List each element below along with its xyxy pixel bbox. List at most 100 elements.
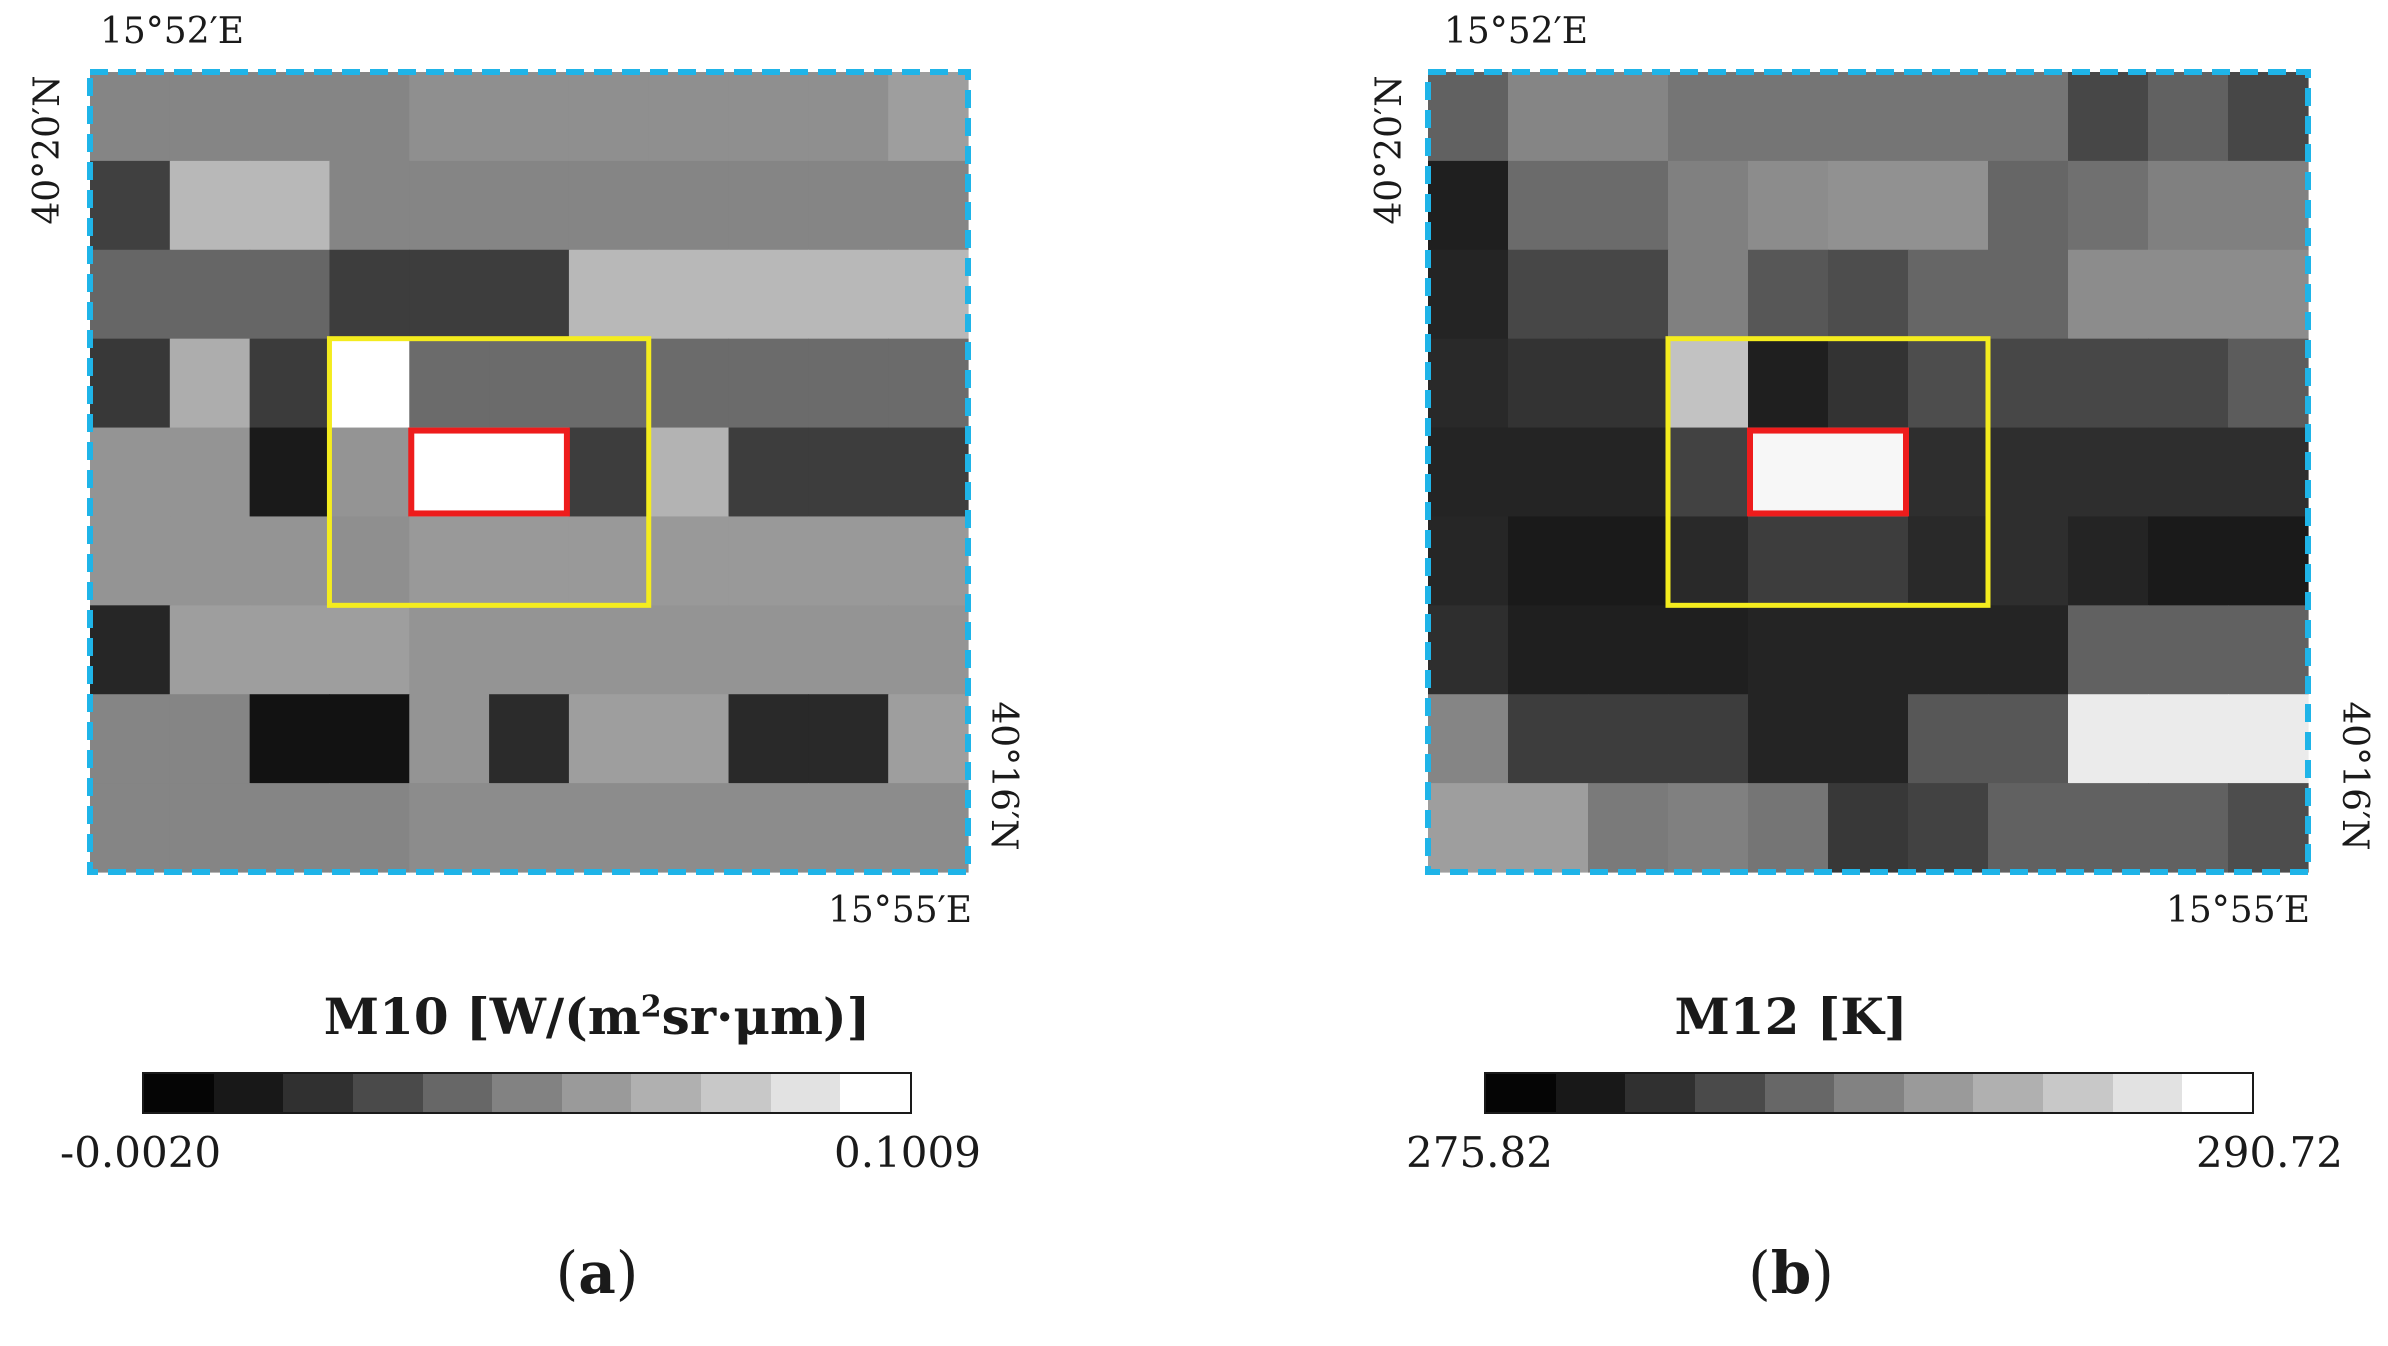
map-b-pixel-r2-c10 xyxy=(2228,249,2309,340)
colorbar-a-swatch-0 xyxy=(144,1074,214,1112)
colorbar-b-swatch-2 xyxy=(1625,1074,1695,1112)
colorbar-b-swatch-6 xyxy=(1903,1074,1974,1112)
map-a-pixel-r0-c8 xyxy=(728,72,809,162)
map-b-pixel-r8-c9 xyxy=(2148,783,2229,873)
colorbar-b-title: M12 [K] xyxy=(1674,987,1908,1046)
map-b-pixel-r1-c5 xyxy=(1828,160,1909,251)
map-b-pixel-r5-c7 xyxy=(1988,516,2069,606)
panel-a-label-letter: a xyxy=(578,1239,616,1307)
map-a-lon-west-label: 15°52′E xyxy=(100,11,245,52)
map-b-pixel-r6-c5 xyxy=(1828,605,1909,695)
map-b-pixel-r7-c2 xyxy=(1588,694,1669,784)
map-b-analysis-window xyxy=(1665,336,1991,608)
map-b-pixel-r1-c2 xyxy=(1588,160,1669,251)
map-a-pixel-r2-c3 xyxy=(329,249,410,340)
map-b-raster xyxy=(1425,69,2311,875)
map-b-pixel-r6-c7 xyxy=(1988,605,2069,695)
map-b-pixel-r3-c0 xyxy=(1428,338,1509,429)
map-a-pixel-r2-c4 xyxy=(409,249,490,340)
panel-a: 15°52′E 40°20′N 40°16′N 15°55′E M10 [W/(… xyxy=(0,11,1194,1307)
map-b-pixel-r6-c1 xyxy=(1508,605,1589,695)
map-b-pixel-r0-c0 xyxy=(1428,72,1509,162)
map-a-pixel-r5-c6 xyxy=(568,516,650,606)
map-a-pixel-r6-c5 xyxy=(489,605,570,695)
map-b-pixel-r7-c7 xyxy=(1988,694,2069,784)
colorbar-a-swatch-7 xyxy=(631,1074,702,1112)
colorbar-b-swatch-9 xyxy=(2112,1074,2183,1112)
map-a-lon-east-label: 15°55′E xyxy=(828,890,973,931)
map-b-pixel-r7-c1 xyxy=(1508,694,1589,784)
map-a-pixel-r5-c10 xyxy=(888,516,969,606)
map-a-pixel-r0-c1 xyxy=(169,72,251,162)
map-b-pixel-r0-c6 xyxy=(1908,72,1989,162)
map-b-pixel-r7-c10 xyxy=(2228,694,2309,784)
map-a-pixel-r8-c9 xyxy=(808,783,889,873)
map-a-pixel-r7-c4 xyxy=(409,694,490,784)
panel-a-label-open: ( xyxy=(555,1239,579,1307)
map-b-pixel-r2-c6 xyxy=(1908,249,1989,340)
map-a-pixel-r4-c5 xyxy=(489,427,570,518)
map-a-pixel-r6-c6 xyxy=(568,605,650,695)
map-b-target-box xyxy=(1747,427,1909,517)
map-a-pixel-r5-c1 xyxy=(169,516,251,606)
map-b-pixel-r1-c0 xyxy=(1428,160,1509,251)
map-a-pixel-r8-c3 xyxy=(329,783,410,873)
map-a-pixel-r1-c4 xyxy=(409,160,490,251)
colorbar-b-swatch-10 xyxy=(2182,1074,2253,1112)
map-a-pixel-r3-c5 xyxy=(489,338,570,429)
colorbar-a-swatch-4 xyxy=(422,1074,493,1112)
map-a-pixel-r7-c2 xyxy=(249,694,331,784)
map-a-pixel-r3-c4 xyxy=(409,338,490,429)
map-b-lon-west-label: 15°52′E xyxy=(1444,11,1589,52)
colorbar-a-swatch-9 xyxy=(770,1074,841,1112)
map-a-pixel-r0-c5 xyxy=(489,72,570,162)
map-a-pixel-r1-c7 xyxy=(648,160,730,251)
map-a-pixel-r8-c2 xyxy=(249,783,331,873)
map-b-pixel-r0-c4 xyxy=(1748,72,1829,162)
colorbar-a-swatch-10 xyxy=(840,1074,911,1112)
map-b-pixel-r1-c6 xyxy=(1908,160,1989,251)
map-b-pixel-r1-c10 xyxy=(2228,160,2309,251)
map-a-pixel-r1-c10 xyxy=(888,160,969,251)
colorbar-b-max-label: 290.72 xyxy=(2196,1128,2343,1177)
map-b-pixel-r2-c2 xyxy=(1588,249,1669,340)
map-b-pixel-r4-c2 xyxy=(1588,427,1669,518)
map-a-pixel-r2-c7 xyxy=(648,249,730,340)
map-a-lat-south-label: 40°16′N xyxy=(983,701,1024,851)
map-b-pixel-r8-c5 xyxy=(1828,783,1909,873)
map-a-pixel-r5-c8 xyxy=(728,516,809,606)
panel-a-label-close: ) xyxy=(615,1239,639,1307)
map-b-pixel-r3-c2 xyxy=(1588,338,1669,429)
map-b-pixel-r6-c6 xyxy=(1908,605,1989,695)
map-b-pixel-r8-c2 xyxy=(1588,783,1669,873)
map-b-pixel-r1-c7 xyxy=(1988,160,2069,251)
map-a-pixel-r3-c3 xyxy=(329,338,410,429)
map-a-pixel-r4-c10 xyxy=(888,427,969,518)
map-b-pixel-r6-c9 xyxy=(2148,605,2229,695)
map-a-pixel-r2-c1 xyxy=(169,249,251,340)
colorbar-a-title-suffix: sr·μm)] xyxy=(661,987,871,1046)
map-b-pixel-r2-c3 xyxy=(1668,249,1749,340)
map-b-pixel-r2-c1 xyxy=(1508,249,1589,340)
colorbar-a-title: M10 [W/(m2sr·μm)] xyxy=(0,992,1194,1042)
colorbar-a-swatch-1 xyxy=(213,1074,284,1112)
map-a-pixel-r4-c8 xyxy=(728,427,809,518)
map-b-pixel-r7-c6 xyxy=(1908,694,1989,784)
colorbar-a-swatch-3 xyxy=(352,1074,423,1112)
map-b-pixel-r3-c4 xyxy=(1748,338,1829,429)
map-b-pixel-r6-c4 xyxy=(1748,605,1829,695)
map-a-pixel-r4-c6 xyxy=(568,427,650,518)
map-a-pixel-r8-c7 xyxy=(648,783,730,873)
colorbar-b-swatch-8 xyxy=(2043,1074,2113,1112)
map-b-lat-north-label: 40°20′N xyxy=(1369,75,1410,225)
map-b-pixel-r5-c0 xyxy=(1428,516,1509,606)
colorbar-b-swatch-4 xyxy=(1764,1074,1835,1112)
map-b-pixel-r3-c10 xyxy=(2228,338,2309,429)
map-a-pixel-r8-c1 xyxy=(169,783,251,873)
map-a-pixel-r1-c5 xyxy=(489,160,570,251)
map-a-pixel-r2-c6 xyxy=(568,249,650,340)
colorbar-a-swatch-5 xyxy=(492,1074,562,1112)
colorbar-b xyxy=(1484,1072,2254,1114)
map-b-lon-east-label: 15°55′E xyxy=(2166,890,2311,931)
map-a-pixel-r4-c9 xyxy=(808,427,889,518)
